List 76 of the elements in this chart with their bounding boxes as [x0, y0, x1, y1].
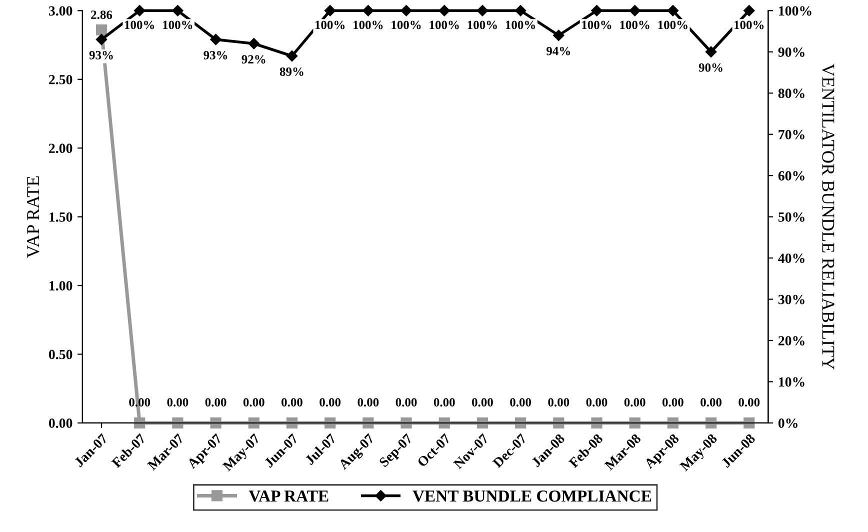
- data-label: 100%: [658, 20, 688, 30]
- data-label: 0.00: [624, 398, 646, 407]
- legend-label: VENT BUNDLE COMPLIANCE: [412, 490, 652, 502]
- y2-tick-label: 0%: [778, 418, 798, 428]
- point: [210, 34, 222, 46]
- data-label: 89%: [280, 67, 304, 76]
- y2-tick-label: 30%: [778, 294, 804, 304]
- data-label: 0.00: [510, 398, 532, 407]
- y-tick-label: 3.00: [48, 6, 72, 16]
- data-label: 94%: [546, 46, 570, 56]
- y2-tick-label: 70%: [778, 130, 804, 140]
- y-tick-label: 0.50: [48, 350, 72, 360]
- data-label: 100%: [620, 20, 650, 30]
- data-label: 100%: [354, 20, 383, 30]
- data-label: 100%: [468, 20, 497, 30]
- data-label: 0.00: [700, 398, 722, 407]
- y2-tick-label: 100%: [779, 6, 812, 16]
- point: [476, 5, 488, 16]
- data-label: 93%: [204, 50, 228, 60]
- data-label: 100%: [392, 20, 421, 30]
- data-label: 100%: [506, 20, 536, 30]
- y2-tick-label: 80%: [778, 88, 804, 98]
- data-label: 100%: [430, 20, 459, 30]
- y2-axis-title: VENTILATOR BUNDLE RELIABILITY: [822, 64, 834, 370]
- data-label: 0.00: [662, 398, 684, 407]
- point: [667, 5, 679, 16]
- point: [286, 50, 298, 62]
- y2-tick-label: 40%: [778, 254, 804, 264]
- data-label: 92%: [242, 55, 266, 64]
- point: [591, 5, 602, 16]
- data-label: 0.00: [205, 398, 226, 407]
- point: [744, 5, 755, 16]
- data-label: 0.00: [586, 398, 608, 407]
- data-label: 100%: [582, 20, 612, 30]
- data-label: 100%: [124, 20, 154, 30]
- y-tick-label: 1.50: [50, 212, 72, 222]
- data-label: 0.00: [243, 398, 264, 407]
- point: [96, 34, 108, 46]
- y2-tick-label: 20%: [778, 336, 804, 346]
- y-tick-label: 0.00: [48, 418, 72, 428]
- data-label: 2.86: [91, 10, 112, 20]
- y2-tick-label: 90%: [778, 47, 804, 57]
- data-label: 90%: [698, 63, 722, 72]
- point: [172, 5, 184, 16]
- point: [514, 5, 526, 16]
- data-label: 0.00: [320, 398, 341, 407]
- data-label: 100%: [734, 20, 764, 30]
- data-label: 0.00: [548, 398, 570, 407]
- point: [705, 46, 717, 58]
- data-label: 0.00: [129, 398, 150, 407]
- y-axis-title: VAP RATE: [27, 176, 40, 258]
- y-tick-label: 1.00: [50, 281, 72, 291]
- y2-tick-label: 50%: [778, 212, 804, 222]
- y2-tick-label: 10%: [779, 377, 804, 387]
- point: [248, 38, 260, 50]
- point: [553, 30, 564, 41]
- legend-label: VAP RATE: [248, 490, 328, 502]
- point: [438, 5, 450, 16]
- point: [134, 5, 146, 16]
- data-label: 0.00: [358, 398, 379, 407]
- data-label: 93%: [89, 50, 113, 60]
- point: [362, 5, 374, 16]
- data-label: 0.00: [396, 398, 417, 407]
- point: [629, 5, 640, 16]
- data-label: 0.00: [282, 398, 302, 407]
- data-label: 100%: [163, 20, 192, 30]
- point: [400, 5, 412, 16]
- data-label: 100%: [315, 20, 345, 30]
- data-label: 0.00: [434, 398, 455, 407]
- y-tick-label: 2.50: [49, 74, 72, 84]
- point: [324, 5, 336, 16]
- data-label: 0.00: [167, 398, 188, 407]
- y2-tick-label: 60%: [778, 171, 804, 181]
- y-tick-label: 2.00: [49, 144, 72, 154]
- data-label: 0.00: [738, 398, 760, 407]
- data-label: 0.00: [472, 398, 493, 407]
